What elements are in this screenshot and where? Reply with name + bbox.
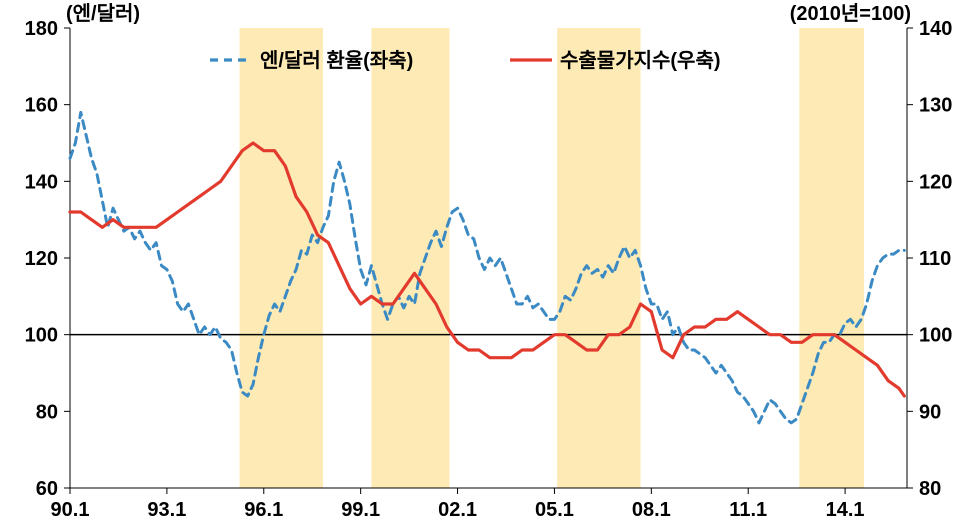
shaded-band [240, 28, 323, 488]
shaded-band [799, 28, 864, 488]
y-left-tick-label: 60 [36, 478, 58, 500]
x-tick-label: 93.1 [147, 499, 186, 521]
legend-label: 수출물가지수(우축) [560, 49, 721, 72]
dual-axis-line-chart: 60 80 100 120 140 160 180 80 90 100 110 120 130 140 90… [0, 0, 977, 526]
y-right-tick-label: 120 [919, 171, 952, 193]
y-right-tick-label: 110 [919, 248, 951, 270]
y-right-tick-label: 130 [919, 95, 952, 117]
shaded-band [557, 28, 640, 488]
y-left-tick-label: 80 [36, 401, 58, 423]
y-right-tick-label: 90 [919, 401, 941, 423]
y-right-tick-label: 80 [919, 478, 941, 500]
x-tick-label: 99.1 [341, 499, 380, 521]
chart-svg: 60 80 100 120 140 160 180 80 90 100 110 120 130 140 90… [0, 0, 977, 526]
x-tick-label: 96.1 [244, 499, 283, 521]
y-right-tick-label: 140 [919, 18, 952, 40]
x-tick-label: 08.1 [632, 499, 671, 521]
y-right-tick-label: 100 [919, 325, 952, 347]
legend-label: 엔/달러 환율(좌축) [260, 49, 413, 72]
y-left-tick-label: 180 [25, 18, 58, 40]
y-left-tick-label: 100 [25, 325, 58, 347]
x-tick-label: 02.1 [438, 499, 477, 521]
x-tick-label: 90.1 [51, 499, 90, 521]
x-tick-label: 14.1 [826, 499, 865, 521]
x-tick-label: 05.1 [535, 499, 574, 521]
x-tick-label: 11.1 [729, 499, 767, 521]
left-axis-label: (엔/달러) [66, 2, 140, 25]
right-axis-label: (2010년=100) [790, 2, 911, 25]
shaded-band [371, 28, 449, 488]
y-left-tick-label: 160 [25, 95, 58, 117]
y-left-tick-label: 120 [25, 248, 58, 270]
y-left-tick-label: 140 [25, 171, 58, 193]
